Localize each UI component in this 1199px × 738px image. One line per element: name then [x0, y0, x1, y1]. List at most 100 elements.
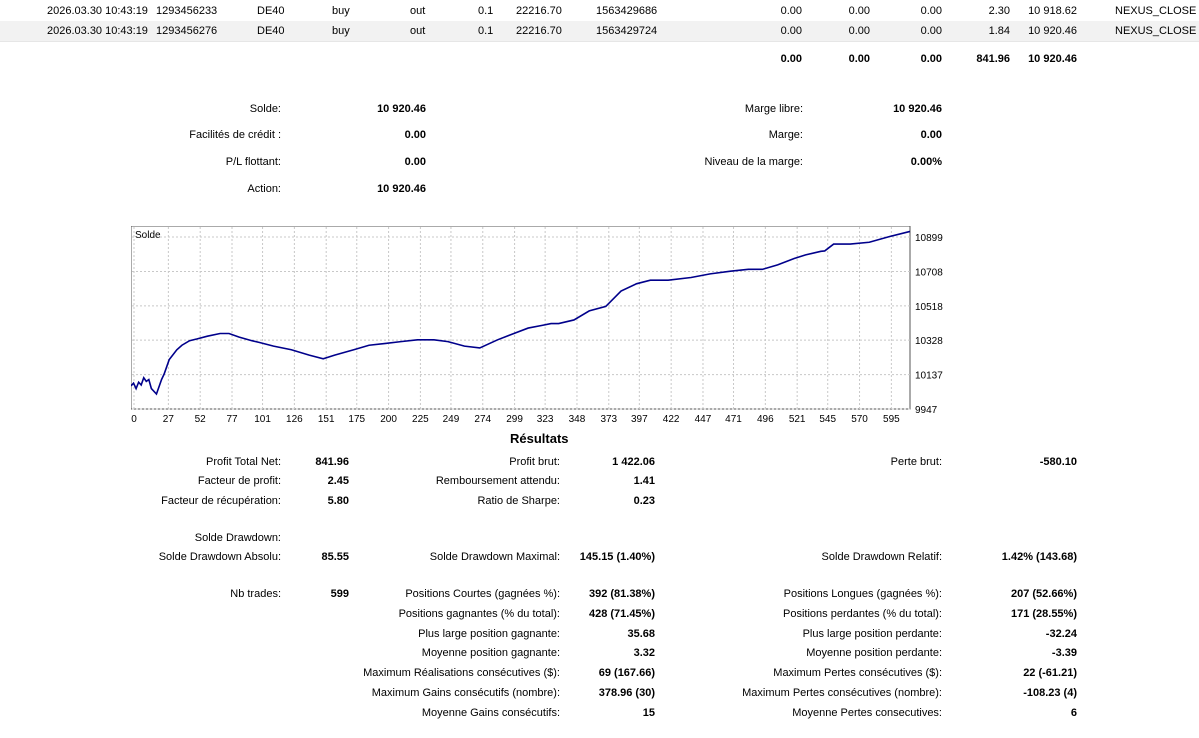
x-tick-label: 447 [695, 414, 712, 425]
deal-volume: 0.1 [478, 5, 494, 17]
dd-absolu-value: 85.55 [321, 551, 349, 563]
solde-drawdown-label: Solde Drawdown: [194, 532, 281, 544]
x-tick-label: 570 [851, 414, 868, 425]
dd-maximal-value: 145.15 (1.40%) [579, 551, 655, 563]
courtes-label: Positions Courtes (gagnées %): [405, 588, 560, 600]
deal-type: buy [332, 25, 350, 37]
dd-relatif-label: Solde Drawdown Relatif: [821, 551, 942, 563]
niveau-label: Niveau de la marge: [704, 156, 803, 168]
deal-direction: out [410, 25, 426, 37]
moyenne-gagnante-value: 3.32 [633, 647, 655, 659]
y-tick-label: 10899 [915, 233, 943, 244]
deal-time: 2026.03.30 10:43:19 [47, 25, 148, 37]
moyenne-perdante-label: Moyenne position perdante: [806, 647, 942, 659]
gagnantes-value: 428 (71.45%) [588, 608, 655, 620]
deal-order: 1293456233 [156, 5, 218, 17]
deal-balance: 10 918.62 [1028, 5, 1077, 17]
plus-large-gagnante-value: 35.68 [627, 628, 655, 640]
dd-maximal-label: Solde Drawdown Maximal: [429, 551, 560, 563]
perdantes-value: 171 (28.55%) [1010, 608, 1077, 620]
chart-grid [132, 227, 910, 410]
moyenne-gains-label: Moyenne Gains consécutifs: [421, 707, 560, 719]
deal-fee: 0.00 [848, 25, 870, 37]
total-profit: 841.96 [976, 53, 1010, 65]
solde-value: 10 920.46 [377, 103, 426, 115]
facteur-recup-label: Facteur de récupération: [161, 495, 281, 507]
facteur-recup-value: 5.80 [327, 495, 349, 507]
facteur-profit-value: 2.45 [327, 475, 349, 487]
sharpe-value: 0.23 [633, 495, 655, 507]
max-pertes-value: 22 (-61.21) [1023, 667, 1077, 679]
max-pertes-nombre-value: -108.23 (4) [1023, 687, 1077, 699]
deal-symbol: DE40 [257, 5, 285, 17]
max-realisations-value: 69 (167.66) [598, 667, 655, 679]
deal-swap: 0.00 [920, 5, 942, 17]
chart-title: Solde [135, 230, 161, 241]
perte-brut-value: -580.10 [1039, 456, 1077, 468]
table-row[interactable]: 2026.03.30 10:43:19 1293456276 DE40 buy … [0, 21, 1199, 41]
moyenne-gagnante-label: Moyenne position gagnante: [421, 647, 560, 659]
dd-absolu-label: Solde Drawdown Absolu: [158, 551, 281, 563]
marge-label: Marge: [768, 129, 803, 141]
sharpe-label: Ratio de Sharpe: [477, 495, 560, 507]
y-tick-label: 10137 [915, 371, 943, 382]
x-tick-label: 545 [819, 414, 836, 425]
x-tick-label: 200 [380, 414, 397, 425]
x-tick-label: 348 [569, 414, 586, 425]
y-tick-label: 10328 [915, 336, 943, 347]
remboursement-label: Remboursement attendu: [435, 475, 560, 487]
x-axis: 0 27 52 77 101 126 151 175 200 225 249 274 299 323 348… [131, 414, 900, 425]
x-tick-label: 52 [195, 414, 207, 425]
perdantes-label: Positions perdantes (% du total): [783, 608, 942, 620]
credit-value: 0.00 [404, 129, 426, 141]
x-tick-label: 397 [631, 414, 648, 425]
max-gains-nombre-value: 378.96 (30) [598, 687, 655, 699]
x-tick-label: 422 [663, 414, 680, 425]
total-commission: 0.00 [780, 53, 802, 65]
dd-relatif-value: 1.42% (143.68) [1001, 551, 1077, 563]
total-balance: 10 920.46 [1028, 53, 1077, 65]
x-tick-label: 299 [506, 414, 523, 425]
deal-symbol: DE40 [257, 25, 285, 37]
max-gains-nombre-label: Maximum Gains consécutifs (nombre): [371, 687, 560, 699]
deal-id: 1563429686 [596, 5, 658, 17]
deal-fee: 0.00 [848, 5, 870, 17]
plus-large-perdante-value: -32.24 [1045, 628, 1077, 640]
chart-series [131, 230, 911, 396]
pl-value: 0.00 [404, 156, 426, 168]
deal-profit: 1.84 [988, 25, 1010, 37]
profit-brut-value: 1 422.06 [612, 456, 655, 468]
y-tick-label: 10708 [915, 268, 943, 279]
row-divider [0, 41, 1199, 42]
x-tick-label: 595 [883, 414, 900, 425]
x-tick-label: 77 [226, 414, 238, 425]
deal-order: 1293456276 [156, 25, 218, 37]
y-axis: 10899 10708 10518 10328 10137 9947 [915, 233, 943, 416]
x-tick-label: 274 [474, 414, 491, 425]
moyenne-perdante-value: -3.39 [1051, 647, 1077, 659]
x-tick-label: 0 [131, 414, 137, 425]
x-tick-label: 175 [348, 414, 365, 425]
credit-label: Facilités de crédit : [189, 129, 281, 141]
balance-chart: Solde 0 27 52 77 101 126 151 175 200 225 249 274 299… [131, 226, 943, 425]
deal-id: 1563429724 [596, 25, 658, 37]
x-tick-label: 496 [757, 414, 774, 425]
max-realisations-label: Maximum Réalisations consécutives ($): [363, 667, 560, 679]
marge-libre-value: 10 920.46 [893, 103, 942, 115]
table-row[interactable]: 2026.03.30 10:43:19 1293456233 DE40 buy … [0, 1, 1199, 21]
deal-type: buy [332, 5, 350, 17]
deal-swap: 0.00 [920, 25, 942, 37]
balance-line [131, 230, 911, 396]
longues-value: 207 (52.66%) [1010, 588, 1077, 600]
x-tick-label: 126 [286, 414, 303, 425]
y-tick-label: 9947 [915, 405, 938, 416]
deal-comment: NEXUS_CLOSE [1115, 25, 1197, 37]
action-label: Action: [247, 183, 281, 195]
x-tick-label: 101 [254, 414, 271, 425]
profit-total-label: Profit Total Net: [206, 456, 281, 468]
facteur-profit-label: Facteur de profit: [197, 475, 281, 487]
action-value: 10 920.46 [377, 183, 426, 195]
longues-label: Positions Longues (gagnées %): [783, 588, 942, 600]
plus-large-perdante-label: Plus large position perdante: [802, 628, 942, 640]
deal-commission: 0.00 [780, 25, 802, 37]
